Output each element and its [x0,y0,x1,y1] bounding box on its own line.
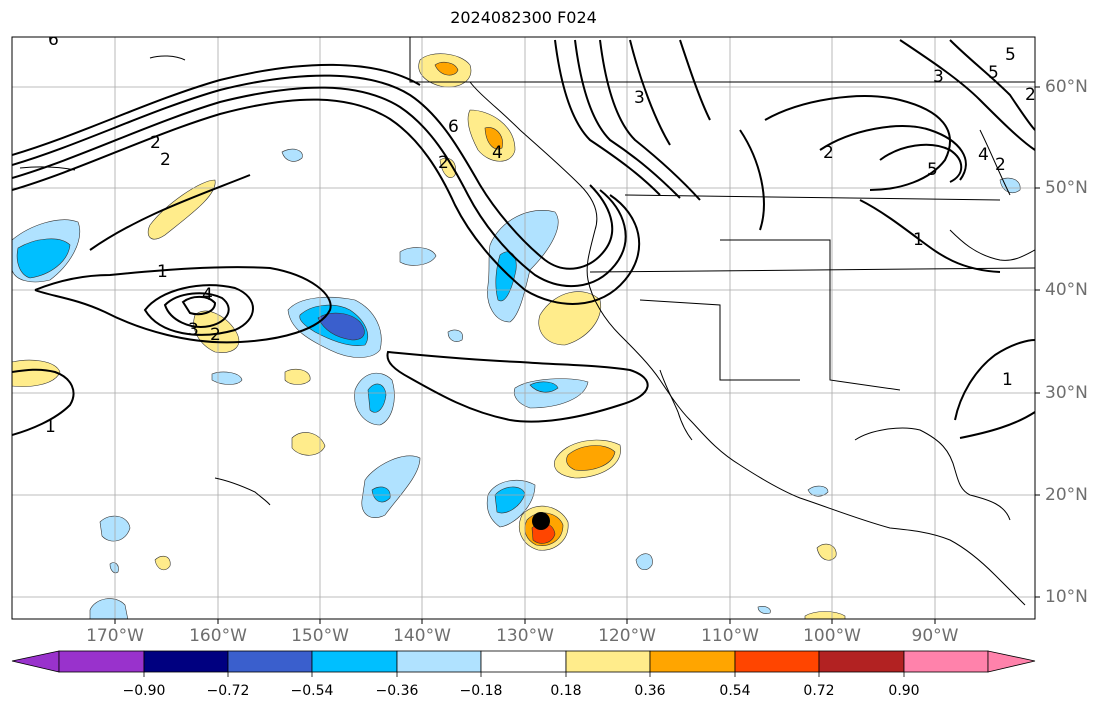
positive-patch [284,368,311,385]
contour-label: 5 [927,160,938,180]
lat-label: 50°N [1045,178,1088,198]
colorbar-swatch [396,650,482,673]
positive-patch [147,179,216,240]
contour-label: 6 [448,117,459,137]
contour-label: 5 [988,63,999,83]
negative-patch [635,553,653,570]
contour-label: 2 [995,155,1006,175]
colorbar-tick-label: −0.18 [459,683,503,699]
map-area: 6 3 5 5 2 2 6 2 3 2 4 5 4 2 1 2 1 4 3 2 … [12,30,1036,619]
positive-patch [154,555,171,571]
contour-label: 2 [823,143,834,163]
contour-label: 4 [202,285,213,305]
positive-patch [484,127,503,150]
colorbar-swatch [311,650,398,673]
negative-patch [371,486,391,503]
colorbar-swatch [565,650,651,673]
contours [12,39,1035,439]
contour-label: 1 [45,417,56,437]
storm-center-marker [532,512,550,530]
negative-patch [89,598,129,619]
graticule [12,37,1035,619]
negative-patch [399,247,437,266]
colorbar-extend-low [11,650,60,673]
positive-patch [804,611,846,619]
contour-label: 2 [160,150,171,170]
axis-ticks [114,86,1040,624]
contour-label: 6 [48,30,59,50]
contour-label-group: 6 3 5 5 2 2 6 2 3 2 4 5 4 2 1 2 1 4 3 2 … [45,30,1036,437]
negative-patch [529,381,559,393]
positive-patch [816,543,837,561]
colorbar-extend-high [987,650,1036,673]
colorbar-swatch [818,650,905,673]
shaded-fields [12,53,1021,619]
contour-label: 2 [210,325,221,345]
colorbar-tick-label: 0.90 [888,683,920,699]
map-frame [11,36,1036,620]
colorbar-tick-label: 0.72 [803,683,835,699]
coastlines [19,37,1035,606]
lon-label: 170°W [86,626,144,646]
negative-patch [367,383,387,413]
colorbar-tick-label: −0.90 [122,683,166,699]
contour-label: 1 [913,230,924,250]
lat-label: 60°N [1045,77,1088,97]
negative-patch [757,606,771,614]
lat-label: 20°N [1045,485,1088,505]
lon-label: 110°W [701,626,759,646]
lon-label: 160°W [189,626,247,646]
colorbar-swatch [734,650,820,673]
lon-label: 130°W [496,626,554,646]
colorbar-tick-label: 0.54 [719,683,751,699]
colorbar [11,650,1036,677]
colorbar-swatch [480,650,567,673]
contour-label: 3 [634,88,645,108]
colorbar-tick-label: −0.72 [206,683,250,699]
negative-patch [361,455,421,519]
lon-label: 100°W [803,626,861,646]
colorbar-tick-label: 0.36 [634,683,666,699]
contour-label: 3 [933,67,944,87]
positive-patch [291,432,326,456]
contour-label: 4 [978,145,989,165]
contour-label: 2 [150,133,161,153]
lon-label: 150°W [291,626,349,646]
lon-label: 90°W [911,626,959,646]
negative-patch [281,148,303,162]
negative-patch [447,329,463,342]
colorbar-tick-label: −0.36 [375,683,419,699]
colorbar-swatch [143,650,229,673]
contour-label: 4 [492,143,503,163]
negative-patch [16,238,71,279]
lat-label: 30°N [1045,383,1088,403]
colorbar-tick-label: −0.54 [290,683,334,699]
positive-patch [566,445,616,471]
positive-patch [12,359,61,387]
contour-label: 1 [157,262,168,282]
contour-label: 1 [1002,370,1013,390]
map-title: 2024082300 F024 [450,8,597,27]
lon-label: 140°W [393,626,451,646]
lat-label: 10°N [1045,587,1088,607]
lon-label: 120°W [598,626,656,646]
negative-patch [317,312,365,341]
lat-label: 40°N [1045,280,1088,300]
negative-patch [495,251,517,302]
contour-label: 2 [438,153,449,173]
positive-patch [538,291,602,346]
colorbar-swatch [58,650,145,673]
colorbar-swatch [903,650,989,673]
contour-label: 3 [188,320,199,340]
negative-patch [109,562,119,574]
colorbar-tick-label: 0.18 [550,683,582,699]
colorbar-swatch [227,650,313,673]
colorbar-swatch [649,650,736,673]
contour-label: 2 [1025,85,1036,105]
positive-patch [434,61,459,76]
negative-patch [211,371,243,385]
contour-label: 5 [1005,45,1016,65]
